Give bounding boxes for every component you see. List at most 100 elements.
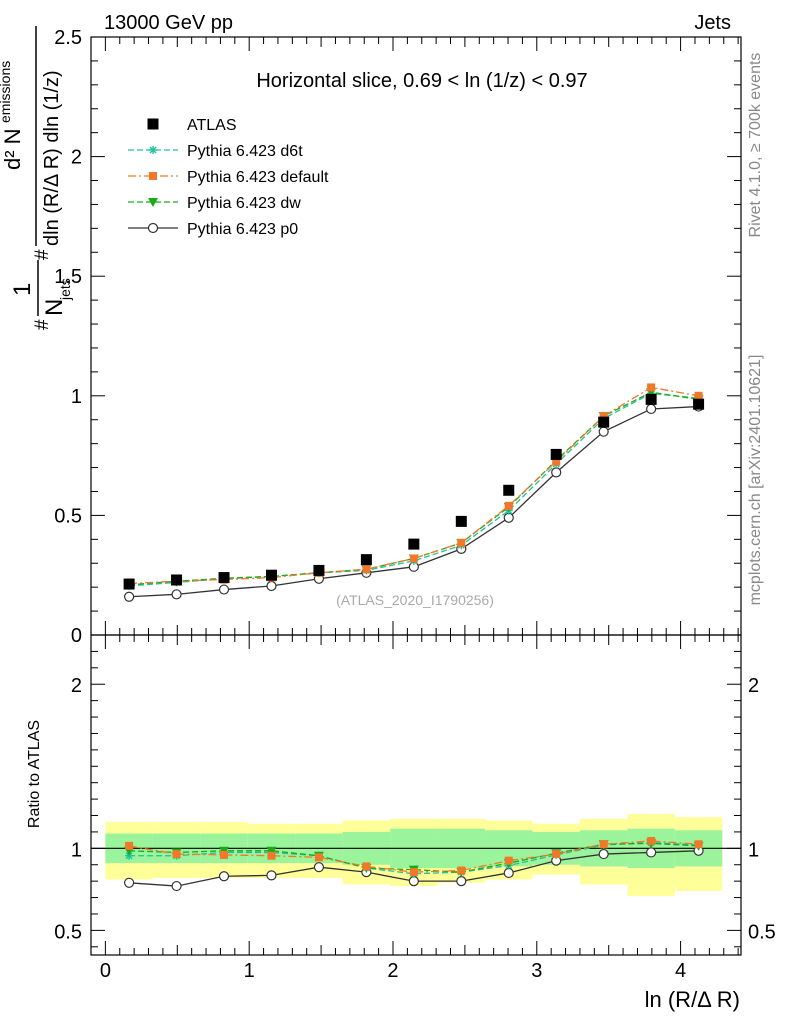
atlas-point-4 xyxy=(313,564,325,576)
atlas-point-10 xyxy=(598,416,610,428)
default-point-5 xyxy=(362,565,371,574)
default-point-9 xyxy=(552,850,561,859)
p0-point-legend xyxy=(147,222,159,234)
p0-point-8 xyxy=(503,512,514,523)
default-point-6 xyxy=(409,868,418,877)
default-point-8 xyxy=(504,501,513,510)
x-tick-labels: 0 1 2 3 4 xyxy=(100,960,686,982)
default-point-12 xyxy=(694,840,703,849)
ratio-ytick-label-right-1: 1 xyxy=(748,839,759,861)
p0-point-4 xyxy=(313,862,325,873)
d6t-point-legend xyxy=(149,146,157,154)
ratio-y-axis-label: Ratio to ATLAS xyxy=(26,720,43,828)
main-ytick-label-0: 0 xyxy=(71,625,82,647)
ratio-series-1 xyxy=(125,836,703,877)
default-point-12 xyxy=(694,391,703,400)
xtick-label-1: 1 xyxy=(244,960,255,982)
default-point-10 xyxy=(599,840,608,849)
atlas-point-1 xyxy=(171,574,183,586)
main-plot-title: Horizontal slice, 0.69 < ln (1/z) < 0.97 xyxy=(256,70,587,92)
default-point-7 xyxy=(457,538,466,547)
legend-entry-0: ATLAS xyxy=(147,117,237,134)
default-point-legend xyxy=(149,172,157,180)
main-ytick-label-2: 1 xyxy=(71,386,82,408)
default-point-1 xyxy=(172,850,181,859)
ratio-ytick-label-right-0: 0.5 xyxy=(748,921,776,943)
dw-point-3 xyxy=(266,846,277,856)
atlas-point-7 xyxy=(455,515,467,527)
p0-point-2 xyxy=(218,871,230,882)
rivet-version-label: Rivet 4.1.0, ≥ 700k events xyxy=(747,53,764,238)
atlas-point-5 xyxy=(360,554,372,566)
p0-point-0 xyxy=(124,591,135,602)
ylabel-frac1-den: N xyxy=(41,299,68,316)
default-point-10 xyxy=(599,412,608,421)
dw-point-legend xyxy=(148,198,158,207)
main-ytick-label-4: 2 xyxy=(71,147,82,169)
main-y-tick-labels: 0 0.5 1 1.5 2 2.5 xyxy=(54,27,82,647)
main-ytick-label-5: 2.5 xyxy=(54,27,82,49)
ratio-series-3 xyxy=(124,845,704,892)
ratio-y-tick-labels: 0.5 0.5 1 1 2 2 xyxy=(54,675,776,943)
x-axis-label: ln (R/Δ R) xyxy=(645,987,740,1012)
p0-point-9 xyxy=(551,467,562,478)
p0-point-10 xyxy=(598,426,609,437)
xtick-label-4: 4 xyxy=(675,960,686,982)
atlas-point-2 xyxy=(218,572,230,584)
main-series-group xyxy=(123,383,705,602)
ylabel-frac2-num-sub: emissions xyxy=(0,61,13,123)
default-point-6 xyxy=(409,554,418,563)
ylabel-hash-1: # xyxy=(32,319,53,330)
p0-point-11 xyxy=(646,403,657,415)
legend-label-1: Pythia 6.423 d6t xyxy=(187,143,303,160)
xtick-label-0: 0 xyxy=(100,960,111,982)
ylabel-frac1-den-sub: jets xyxy=(57,278,73,301)
ylabel-frac2-den: dln (R/Δ R) dln (1/z) xyxy=(41,70,63,246)
legend-label-4: Pythia 6.423 p0 xyxy=(187,221,298,238)
ylabel-frac2-num: d² N xyxy=(0,128,25,170)
legend-label-0: ATLAS xyxy=(187,117,237,134)
default-point-11 xyxy=(647,836,656,845)
ratio-panel-background xyxy=(90,634,742,956)
p0-point-7 xyxy=(456,876,467,887)
main-frame xyxy=(90,36,742,636)
main-ytick-label-3: 1.5 xyxy=(54,266,82,288)
ratio-ytick-label-left-2: 2 xyxy=(71,675,82,697)
main-panel-background xyxy=(90,36,742,636)
legend-entry-4: Pythia 6.423 p0 xyxy=(128,221,298,238)
header-energy-label: 13000 GeV pp xyxy=(104,12,233,34)
atlas-point-0 xyxy=(123,578,135,590)
main-y-axis-label: # 1 N jets # d² N emissions dln (R/Δ R) … xyxy=(0,26,73,330)
p0-point-1 xyxy=(171,589,182,600)
p0-point-3 xyxy=(266,870,277,881)
default-point-11 xyxy=(647,383,656,392)
default-point-8 xyxy=(504,856,513,865)
default-point-5 xyxy=(362,862,371,871)
ratio-series-group xyxy=(124,836,704,892)
analysis-watermark: (ATLAS_2020_I1790256) xyxy=(336,592,494,608)
legend-entry-2: Pythia 6.423 default xyxy=(128,169,329,186)
mcplots-source-label: mcplots.cern.ch [arXiv:2401.10621] xyxy=(747,355,764,606)
legend-entry-3: Pythia 6.423 dw xyxy=(128,195,301,212)
p0-point-6 xyxy=(408,876,419,887)
ylabel-hash-2: # xyxy=(32,249,53,260)
atlas-point-11 xyxy=(645,393,657,405)
ratio-ytick-label-left-0: 0.5 xyxy=(54,921,82,943)
legend: ATLAS Pythia 6.423 d6t Pythia 6.423 defaul… xyxy=(128,117,329,238)
atlas-point-legend xyxy=(147,118,159,130)
p0-point-8 xyxy=(503,867,514,879)
legend-label-3: Pythia 6.423 dw xyxy=(187,195,301,212)
atlas-point-12 xyxy=(693,398,705,410)
p0-point-1 xyxy=(171,880,182,892)
main-series-0 xyxy=(123,393,705,590)
ratio-ytick-label-right-2: 2 xyxy=(748,675,759,697)
ratio-frame xyxy=(90,634,742,956)
default-point-0 xyxy=(125,841,134,850)
default-point-7 xyxy=(457,866,466,875)
atlas-point-3 xyxy=(265,569,277,581)
header-jets-label: Jets xyxy=(694,12,731,34)
default-point-2 xyxy=(220,850,229,859)
atlas-point-6 xyxy=(408,538,420,550)
default-point-4 xyxy=(314,853,323,862)
